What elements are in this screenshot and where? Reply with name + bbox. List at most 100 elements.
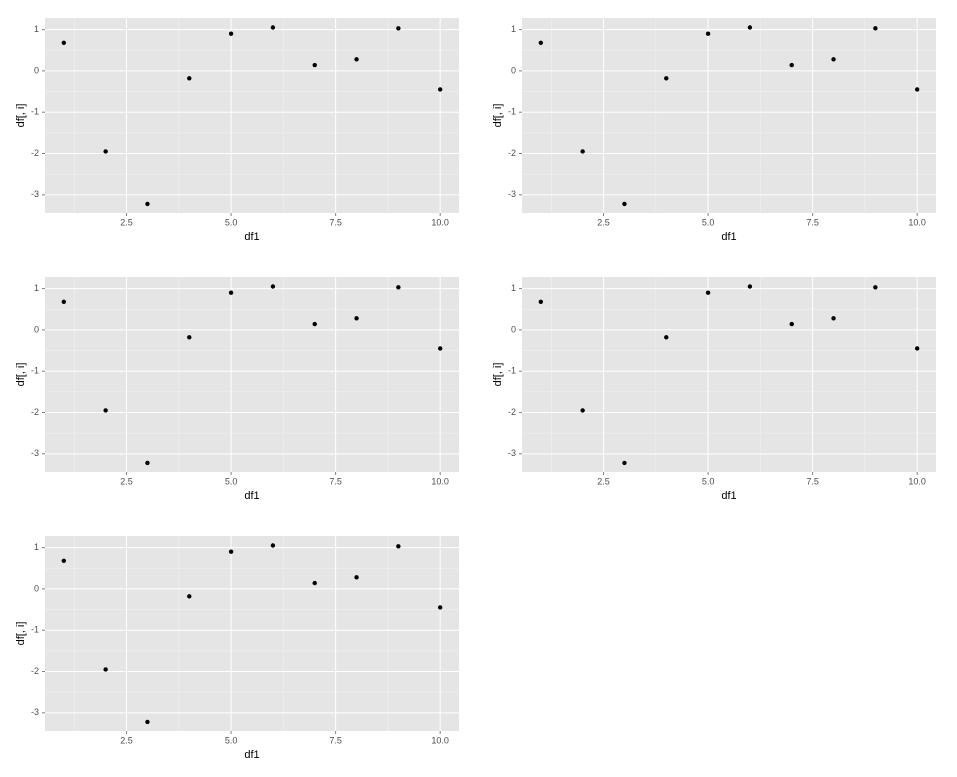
y-tick-label: -2: [31, 666, 39, 676]
point: [580, 149, 585, 154]
x-tick-label: 5.0: [702, 217, 715, 227]
y-tick-label: 0: [511, 324, 516, 334]
y-axis-title: df[, i]: [15, 363, 27, 387]
y-tick-label: -3: [31, 189, 39, 199]
point: [312, 580, 317, 586]
point: [145, 719, 150, 725]
y-tick-label: -1: [508, 366, 516, 376]
x-tick-label: 10.0: [431, 217, 449, 227]
point: [187, 76, 192, 81]
x-axis-title: df1: [244, 231, 259, 243]
point: [580, 408, 585, 413]
point: [664, 335, 669, 340]
x-tick-label: 5.0: [225, 735, 238, 745]
point: [747, 284, 753, 289]
point: [437, 87, 443, 92]
y-tick-label: 1: [511, 24, 516, 34]
x-tick-label: 7.5: [806, 476, 819, 486]
plot-background: [522, 277, 936, 472]
point: [538, 299, 544, 304]
y-tick-label: -2: [508, 407, 516, 417]
y-axis-title: df[, i]: [15, 104, 27, 128]
point: [187, 594, 192, 599]
y-tick-label: -1: [31, 625, 39, 635]
point: [103, 408, 108, 413]
point: [228, 549, 234, 554]
point: [437, 346, 443, 351]
point: [103, 667, 108, 672]
y-tick-label: -3: [508, 189, 516, 199]
x-axis-title: df1: [244, 490, 259, 502]
x-tick-label: 7.5: [329, 476, 342, 486]
y-tick-label: -1: [31, 366, 39, 376]
y-tick-label: -3: [31, 448, 39, 458]
point: [705, 290, 711, 295]
point: [747, 25, 753, 30]
point: [914, 346, 920, 351]
y-axis-title: df[, i]: [492, 104, 504, 128]
x-tick-label: 2.5: [120, 476, 133, 486]
y-tick-label: 0: [34, 324, 39, 334]
point: [228, 290, 234, 295]
plot-background: [45, 536, 459, 731]
point: [538, 40, 544, 45]
x-tick-label: 2.5: [597, 217, 610, 227]
point: [61, 299, 67, 304]
x-tick-label: 7.5: [329, 217, 342, 227]
y-tick-label: 1: [511, 283, 516, 293]
panel: 2.5 5.0 7.5 10.0 -3 -2 -1 0 1 df1 df[, i]: [15, 18, 459, 243]
x-tick-label: 2.5: [120, 735, 133, 745]
point: [145, 460, 150, 466]
panel: 2.5 5.0 7.5 10.0 -3 -2 -1 0 1 df1 df[, i]: [492, 277, 936, 502]
plot-background: [45, 277, 459, 472]
y-tick-label: 1: [34, 24, 39, 34]
x-tick-label: 10.0: [431, 476, 449, 486]
x-tick-label: 5.0: [702, 476, 715, 486]
y-tick-label: 0: [34, 583, 39, 593]
point: [789, 321, 794, 327]
x-tick-label: 2.5: [120, 217, 133, 227]
point: [312, 62, 317, 68]
point: [705, 31, 711, 36]
x-tick-label: 5.0: [225, 217, 238, 227]
y-tick-label: -3: [31, 707, 39, 717]
x-tick-label: 10.0: [431, 735, 449, 745]
x-tick-label: 10.0: [908, 476, 926, 486]
panel: 2.5 5.0 7.5 10.0 -3 -2 -1 0 1 df1 df[, i]: [492, 18, 936, 243]
point: [396, 544, 401, 549]
y-tick-label: 1: [34, 283, 39, 293]
y-axis-title: df[, i]: [15, 622, 27, 646]
plot-background: [45, 18, 459, 213]
x-tick-label: 10.0: [908, 217, 926, 227]
point: [61, 40, 67, 45]
point: [622, 201, 627, 207]
point: [187, 335, 192, 340]
x-axis-title: df1: [721, 490, 736, 502]
point: [873, 26, 878, 31]
panel: 2.5 5.0 7.5 10.0 -3 -2 -1 0 1 df1 df[, i]: [15, 536, 459, 761]
y-tick-label: 0: [511, 65, 516, 75]
point: [831, 316, 836, 321]
point: [396, 285, 401, 290]
x-tick-label: 7.5: [329, 735, 342, 745]
point: [664, 76, 669, 81]
point: [622, 460, 627, 466]
point: [61, 558, 67, 563]
point: [145, 201, 150, 207]
point: [914, 87, 920, 92]
x-axis-title: df1: [244, 749, 259, 761]
point: [354, 57, 359, 62]
point: [831, 57, 836, 62]
point: [873, 285, 878, 290]
y-tick-label: -2: [31, 148, 39, 158]
point: [270, 543, 276, 548]
y-tick-label: 0: [34, 65, 39, 75]
point: [103, 149, 108, 154]
x-tick-label: 2.5: [597, 476, 610, 486]
y-tick-label: -2: [31, 407, 39, 417]
point: [354, 316, 359, 321]
point: [789, 62, 794, 68]
point: [270, 284, 276, 289]
x-axis-title: df1: [721, 231, 736, 243]
